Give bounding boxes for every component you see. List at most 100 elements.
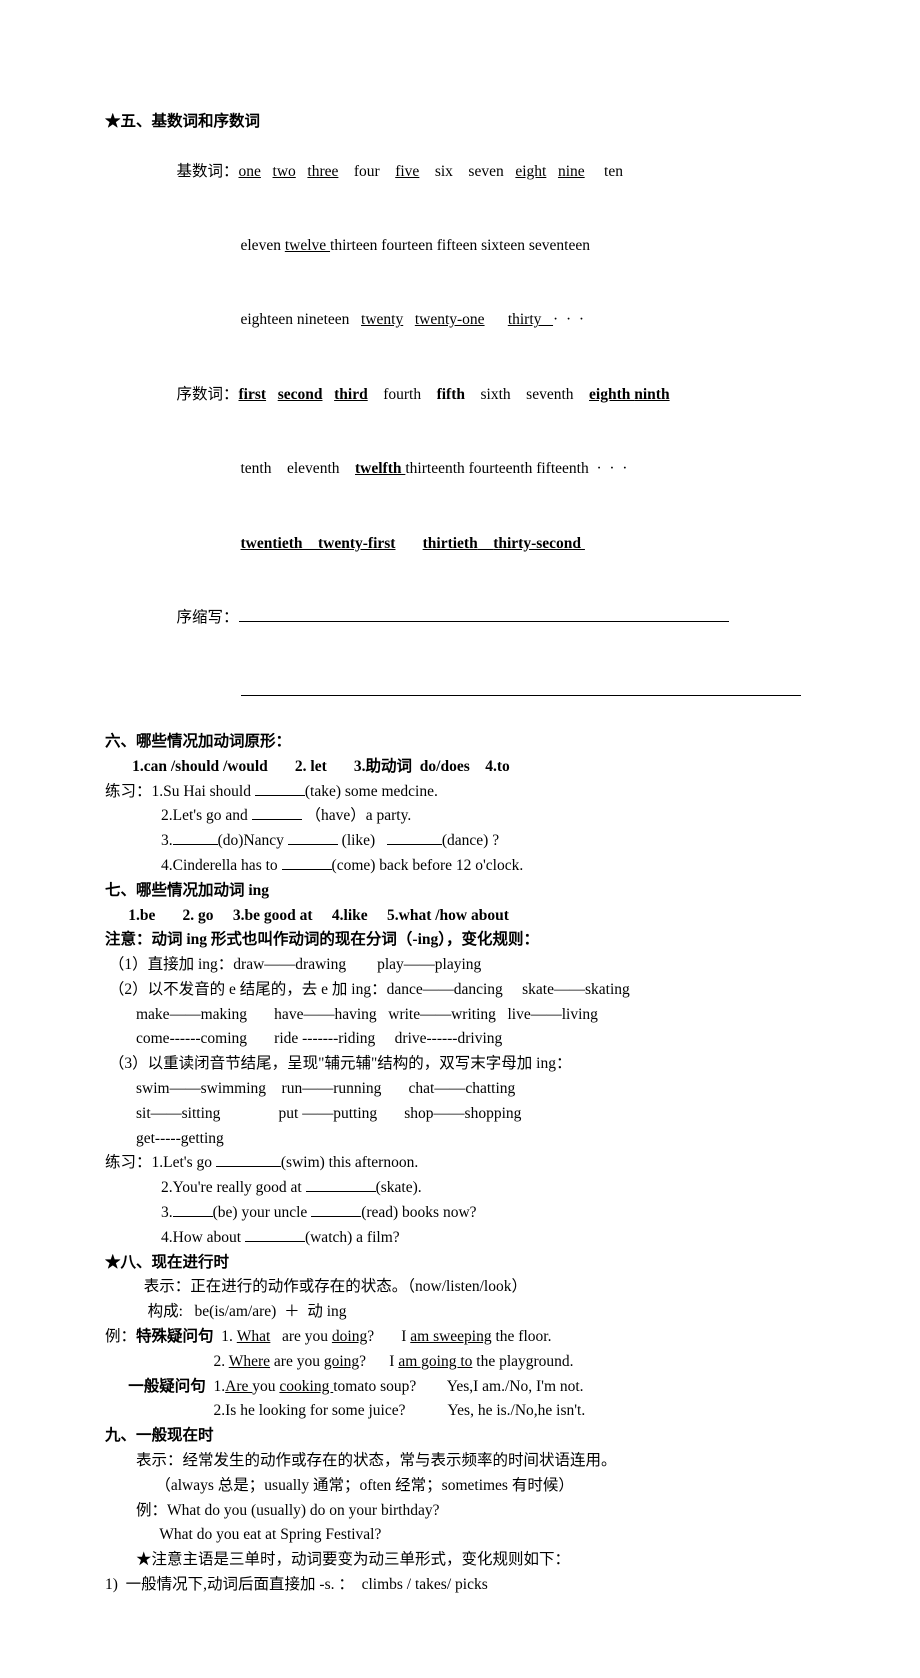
- sec9-l4: What do you eat at Spring Festival?: [105, 1523, 820, 1548]
- card-eight: eight: [515, 163, 546, 180]
- blank[interactable]: [173, 1216, 213, 1217]
- sec7-ex4: 4.How about (watch) a film?: [105, 1226, 820, 1251]
- sec8-title: ★八、现在进行时: [105, 1251, 820, 1276]
- sec5-ordinals-line2: tenth eleventh twelfth thirteenth fourte…: [105, 432, 820, 506]
- card-six: six: [435, 163, 453, 180]
- blank[interactable]: [252, 819, 302, 820]
- sec6-ex4: 4.Cinderella has to (come) back before 1…: [105, 854, 820, 879]
- card-twelve: twelve: [285, 237, 330, 254]
- sec5-title: ★五、基数词和序数词: [105, 110, 820, 135]
- sec7-ex3: 3.(be) your uncle (read) books now?: [105, 1201, 820, 1226]
- blank[interactable]: [173, 844, 218, 845]
- card-five: five: [395, 163, 419, 180]
- gen1-cooking: cooking: [279, 1378, 333, 1395]
- ord-thirtysecond: thirty-second: [493, 535, 585, 552]
- blank[interactable]: [306, 1191, 376, 1192]
- card-ten: ten: [604, 163, 623, 180]
- sp2-where: Where: [229, 1353, 270, 1370]
- sp1-am-sweeping: am sweeping: [410, 1328, 491, 1345]
- card-twenty: twenty: [361, 311, 403, 328]
- sec7-title: 七、哪些情况加动词 ing: [105, 879, 820, 904]
- sec7-r2a: （2）以不发音的 e 结尾的，去 e 加 ing：dance——dancing …: [105, 978, 820, 1003]
- sec7-r3a: （3）以重读闭音节结尾，呈现"辅元辅"结构的，双写末字母加 ing：: [105, 1052, 820, 1077]
- card-twentyone: twenty-one: [415, 311, 485, 328]
- sec8-general1: 一般疑问句 1.Are you cooking tomato soup? Yes…: [105, 1375, 820, 1400]
- abbrev-label: 序缩写：: [177, 609, 239, 626]
- sec8-special1: 例：特殊疑问句 1. What are you doing? I am swee…: [105, 1325, 820, 1350]
- blank[interactable]: [282, 869, 332, 870]
- sec7-r1: （1）直接加 ing：draw——drawing play——playing: [105, 953, 820, 978]
- ordinals-label: 序数词：: [177, 386, 239, 403]
- sec7-ex1: 练习：1.Let's go (swim) this afternoon.: [105, 1151, 820, 1176]
- card-two: two: [273, 163, 296, 180]
- ord-twentyfirst: twenty-first: [318, 535, 395, 552]
- general-q-label: 一般疑问句: [105, 1378, 206, 1395]
- sec9-l5: ★注意主语是三单时，动词要变为动三单形式，变化规则如下：: [105, 1548, 820, 1573]
- ex-label: 练习：: [105, 1154, 152, 1171]
- sec7-rule: 1.be 2. go 3.be good at 4.like 5.what /h…: [105, 904, 820, 929]
- blank[interactable]: [288, 844, 338, 845]
- sec7-r2c: come------coming ride -------riding driv…: [105, 1027, 820, 1052]
- card-thirty: thirty: [508, 311, 553, 328]
- ordinal-abbrev-blank-2[interactable]: [241, 695, 801, 696]
- sec8-l2: 构成: be(is/am/are) ＋ 动 ing: [105, 1300, 820, 1325]
- sec9-l3: 例：What do you (usually) do on your birth…: [105, 1499, 820, 1524]
- sec9-title: 九、一般现在时: [105, 1424, 820, 1449]
- sec8-special2: 2. Where are you going? I am going to th…: [105, 1350, 820, 1375]
- blank[interactable]: [311, 1216, 361, 1217]
- card-nine: nine: [558, 163, 585, 180]
- sec7-r2b: make——making have——having write——writing…: [105, 1003, 820, 1028]
- ord-eighth: eighth: [589, 386, 634, 403]
- sec8-general2: 2.Is he looking for some juice? Yes, he …: [105, 1399, 820, 1424]
- ord-twelfth: twelfth: [355, 460, 405, 477]
- blank[interactable]: [216, 1166, 281, 1167]
- gen1-are: Are: [225, 1378, 252, 1395]
- sec6-ex2: 2.Let's go and （have）a party.: [105, 804, 820, 829]
- ord-sixth: sixth: [481, 386, 511, 403]
- blank[interactable]: [255, 795, 305, 796]
- ex-label: 例：: [105, 1328, 136, 1345]
- sec5-ordinals-line1: 序数词：first second third fourth fifth sixt…: [105, 358, 820, 432]
- sec7-r3c: sit——sitting put ——putting shop——shoppin…: [105, 1102, 820, 1127]
- sec8-l1: 表示：正在进行的动作或存在的状态。（now/listen/look）: [105, 1275, 820, 1300]
- sec6-title: 六、哪些情况加动词原形：: [105, 730, 820, 755]
- sec7-r3b: swim——swimming run——running chat——chatti…: [105, 1077, 820, 1102]
- ord-ninth: ninth: [634, 386, 669, 403]
- ord-seventh: seventh: [526, 386, 573, 403]
- sec7-ex2: 2.You're really good at (skate).: [105, 1176, 820, 1201]
- sec5-abbrev-line2: [105, 656, 820, 730]
- ord-fourth: fourth: [383, 386, 421, 403]
- ord-third: third: [334, 386, 368, 403]
- sec9-l1: 表示：经常发生的动作或存在的状态，常与表示频率的时间状语连用。: [105, 1449, 820, 1474]
- ex-label: 练习：: [105, 783, 152, 800]
- blank[interactable]: [245, 1241, 305, 1242]
- sec5-cardinals-line2: eleven twelve thirteen fourteen fifteen …: [105, 209, 820, 283]
- card-four: four: [354, 163, 380, 180]
- sec6-ex1: 练习：1.Su Hai should (take) some medcine.: [105, 780, 820, 805]
- cardinals-label: 基数词：: [177, 163, 239, 180]
- sec5-ordinals-line3: twentieth twenty-first thirtieth thirty-…: [105, 507, 820, 581]
- ord-second: second: [278, 386, 323, 403]
- sec7-r3d: get-----getting: [105, 1127, 820, 1152]
- ord-twentieth: twentieth: [241, 535, 303, 552]
- card-three: three: [307, 163, 338, 180]
- sec9-l6: 1) 一般情况下,动词后面直接加 -s. ： climbs / takes/ p…: [105, 1573, 820, 1598]
- special-q-label: 特殊疑问句: [136, 1328, 214, 1345]
- ordinal-abbrev-blank[interactable]: [239, 621, 729, 622]
- document-page: ★五、基数词和序数词 基数词：one two three four five s…: [0, 0, 920, 1678]
- ord-first: first: [239, 386, 267, 403]
- sp2-am-going-to: am going to: [398, 1353, 472, 1370]
- sec6-rule: 1.can /should /would 2. let 3.助动词 do/doe…: [105, 755, 820, 780]
- card-one: one: [239, 163, 261, 180]
- ord-thirtieth: thirtieth: [423, 535, 478, 552]
- sec7-note: 注意：动词 ing 形式也叫作动词的现在分词（-ing），变化规则：: [105, 928, 820, 953]
- sec5-cardinals-line3: eighteen nineteen twenty twenty-one thir…: [105, 284, 820, 358]
- sec5-abbrev-line1: 序缩写：: [105, 581, 820, 655]
- blank[interactable]: [387, 844, 442, 845]
- sec9-l2: （always 总是；usually 通常；often 经常；sometimes…: [105, 1474, 820, 1499]
- sp2-going: going: [324, 1353, 359, 1370]
- sp1-what: What: [237, 1328, 271, 1345]
- ord-fifth: fifth: [437, 386, 465, 403]
- card-seven: seven: [468, 163, 503, 180]
- sec6-ex3: 3.(do)Nancy (like) (dance) ?: [105, 829, 820, 854]
